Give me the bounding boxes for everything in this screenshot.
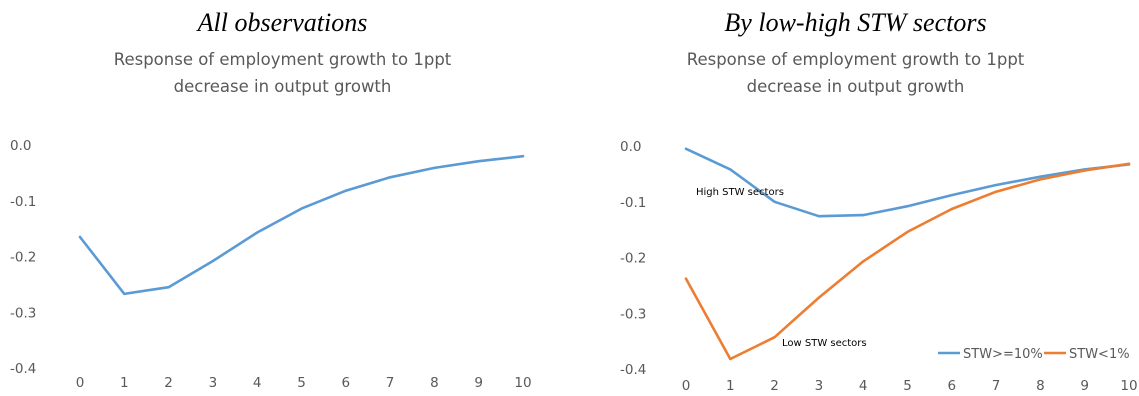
y-tick-label: -0.4 — [620, 362, 646, 378]
series-1-point — [950, 193, 953, 197]
x-tick-label: 1 — [726, 378, 735, 394]
chart-title-line-2: decrease in output growth — [173, 77, 392, 96]
series-1-point — [477, 159, 480, 163]
y-tick-label: -0.1 — [620, 195, 646, 211]
x-tick-label: 1 — [120, 375, 129, 391]
x-tick-label: 5 — [903, 378, 912, 394]
y-tick-label: -0.3 — [620, 306, 646, 322]
series-1-point — [167, 285, 170, 289]
series-1-point — [684, 147, 688, 150]
series-2-point — [994, 190, 998, 193]
series-2-point — [684, 277, 688, 280]
series-2-point — [773, 336, 776, 339]
x-tick-label: 0 — [682, 378, 691, 394]
y-tick-label: -0.1 — [10, 194, 36, 210]
x-tick-label: 8 — [1036, 378, 1045, 394]
x-tick-label: 9 — [474, 375, 483, 391]
series-2-point — [729, 357, 732, 361]
series-line-1 — [78, 154, 525, 296]
series-1-point — [862, 213, 865, 217]
x-tick-label: 8 — [430, 375, 439, 391]
series-2-point — [817, 296, 821, 299]
chart-title-line-2: decrease in output growth — [746, 77, 965, 96]
chart-panel-by-stw-sectors: By low-high STW sectors Response of empl… — [572, 0, 1139, 396]
series-1-point — [773, 200, 776, 203]
chart-title: Response of employment growth to 1ppt de… — [572, 46, 1139, 100]
series-2-point — [906, 230, 909, 234]
series-1-point — [521, 154, 525, 158]
y-tick-label: -0.2 — [10, 250, 36, 266]
x-tick-label: 10 — [1120, 378, 1137, 394]
x-tick-label: 5 — [297, 375, 306, 391]
legend-label-1: STW>=10% — [963, 347, 1043, 362]
series-1-point — [433, 166, 436, 170]
y-tick-label: -0.4 — [10, 361, 36, 377]
annotation-high-stw: High STW sectors — [696, 187, 784, 198]
series-1-point — [256, 231, 259, 234]
series-1-point — [211, 259, 215, 263]
chart-title-line-1: Response of employment growth to 1ppt — [113, 50, 452, 69]
y-tick-label: -0.3 — [10, 305, 36, 321]
line-chart-by-stw-sectors: 0.0 -0.1 -0.2 -0.3 -0.4 0 1 2 3 4 5 6 7 8 9 10 High STW … — [620, 139, 1138, 394]
chart-title: Response of employment growth to 1ppt de… — [0, 46, 565, 100]
x-tick-label: 4 — [253, 375, 262, 391]
series-1-point — [817, 215, 821, 218]
series-1-point — [994, 183, 998, 187]
x-tick-label: 7 — [992, 378, 1001, 394]
line-chart-all-observations: 0.0 -0.1 -0.2 -0.3 -0.4 0 1 2 3 4 5 6 7 8 9 10 — [10, 138, 532, 391]
x-tick-label: 2 — [770, 378, 779, 394]
legend-label-2: STW<1% — [1069, 347, 1130, 362]
series-2-point — [1127, 162, 1131, 166]
series-2-point — [862, 260, 865, 263]
series-1-point — [1039, 175, 1042, 178]
y-tick-label: -0.2 — [620, 251, 646, 267]
series-2-point — [1039, 178, 1042, 181]
x-tick-label: 4 — [859, 378, 868, 394]
x-tick-label: 6 — [342, 375, 351, 391]
x-tick-label: 9 — [1080, 378, 1089, 394]
x-tick-label: 3 — [815, 378, 824, 394]
x-tick-label: 6 — [948, 378, 957, 394]
series-2-point — [1083, 169, 1086, 172]
series-1-point — [300, 207, 303, 210]
x-tick-label: 7 — [386, 375, 395, 391]
x-tick-label: 10 — [514, 375, 531, 391]
series-1-point — [729, 168, 732, 171]
x-tick-label: 3 — [209, 375, 218, 391]
panel-heading: All observations — [197, 8, 368, 37]
series-1-point — [344, 189, 347, 192]
series-1-point — [78, 235, 82, 239]
chart-title-line-1: Response of employment growth to 1ppt — [686, 50, 1025, 69]
series-1-point — [123, 292, 126, 296]
x-tick-label: 0 — [76, 375, 85, 391]
chart-panel-all-observations: All observations Response of employment … — [0, 0, 565, 396]
y-tick-label: 0.0 — [10, 138, 31, 154]
annotation-low-stw: Low STW sectors — [782, 338, 867, 349]
series-1-point — [906, 205, 909, 208]
series-2-point — [950, 207, 953, 211]
series-1-point — [388, 176, 392, 179]
panel-heading: By low-high STW sectors — [724, 8, 987, 37]
x-tick-label: 2 — [164, 375, 173, 391]
y-tick-label: 0.0 — [620, 139, 641, 155]
